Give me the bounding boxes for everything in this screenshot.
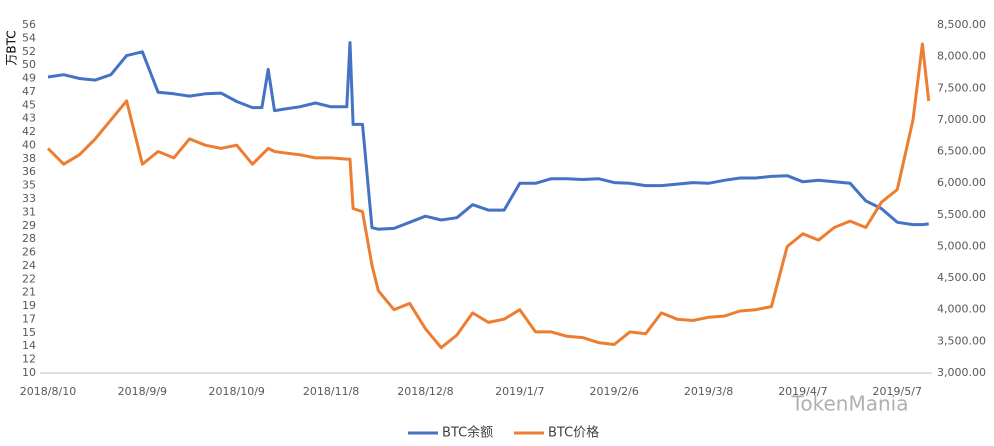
y2-tick-label: 6,000.00 xyxy=(937,176,986,189)
y-tick-label: 50 xyxy=(22,58,36,71)
y-tick-label: 43 xyxy=(22,112,36,125)
x-tick-label: 2018/8/10 xyxy=(20,385,76,398)
legend-label: BTC价格 xyxy=(548,425,599,441)
x-tick-label: 2018/11/8 xyxy=(303,385,359,398)
x-tick-label: 2018/12/8 xyxy=(397,385,453,398)
series-line xyxy=(47,41,929,231)
x-tick-label: 2019/5/7 xyxy=(873,385,922,398)
y-tick-label: 12 xyxy=(22,353,36,366)
series-line xyxy=(46,42,931,350)
legend-label: BTC余额 xyxy=(442,425,493,441)
y-tick-label: 38 xyxy=(22,152,36,165)
y-tick-label: 45 xyxy=(22,98,36,111)
y2-tick-label: 6,500.00 xyxy=(937,145,986,158)
x-tick-label: 2018/9/9 xyxy=(118,385,167,398)
y-tick-label: 21 xyxy=(22,286,36,299)
y2-tick-label: 7,000.00 xyxy=(937,113,986,126)
y-tick-label: 52 xyxy=(22,45,36,58)
y2-tick-label: 8,000.00 xyxy=(937,50,986,63)
y-tick-label: 49 xyxy=(22,72,36,85)
y-tick-label: 42 xyxy=(22,125,36,138)
y-tick-label: 35 xyxy=(22,179,36,192)
y-tick-label: 19 xyxy=(22,299,36,312)
y-tick-label: 14 xyxy=(22,339,36,352)
watermark: TokenMania xyxy=(791,392,909,416)
y-tick-label: 56 xyxy=(22,18,36,31)
y2-tick-label: 5,500.00 xyxy=(937,208,986,221)
x-tick-label: 2019/3/8 xyxy=(684,385,733,398)
y2-tick-label: 4,000.00 xyxy=(937,303,986,316)
x-tick-label: 2019/2/6 xyxy=(589,385,638,398)
y-tick-label: 24 xyxy=(22,259,36,272)
y-tick-label: 40 xyxy=(22,138,36,151)
x-tick-label: 2019/4/7 xyxy=(778,385,827,398)
y-tick-label: 22 xyxy=(22,272,36,285)
y-tick-label: 47 xyxy=(22,85,36,98)
y-tick-label: 29 xyxy=(22,219,36,232)
x-tick-label: 2019/1/7 xyxy=(495,385,544,398)
y2-tick-label: 3,000.00 xyxy=(937,366,986,379)
y-tick-label: 17 xyxy=(22,312,36,325)
y2-tick-label: 5,000.00 xyxy=(937,239,986,252)
y-tick-label: 33 xyxy=(22,192,36,205)
y-tick-label: 54 xyxy=(22,31,36,44)
y2-tick-label: 4,500.00 xyxy=(937,271,986,284)
y-tick-label: 31 xyxy=(22,205,36,218)
y-tick-label: 15 xyxy=(22,326,36,339)
y-axis-label: 万BTC xyxy=(5,30,19,65)
y-tick-label: 28 xyxy=(22,232,36,245)
y2-tick-label: 8,500.00 xyxy=(937,18,986,31)
y2-tick-label: 7,500.00 xyxy=(937,81,986,94)
y-tick-label: 10 xyxy=(22,366,36,379)
x-tick-label: 2018/10/9 xyxy=(209,385,265,398)
y2-tick-label: 3,500.00 xyxy=(937,334,986,347)
y-tick-label: 26 xyxy=(22,246,36,259)
y-tick-label: 36 xyxy=(22,165,36,178)
